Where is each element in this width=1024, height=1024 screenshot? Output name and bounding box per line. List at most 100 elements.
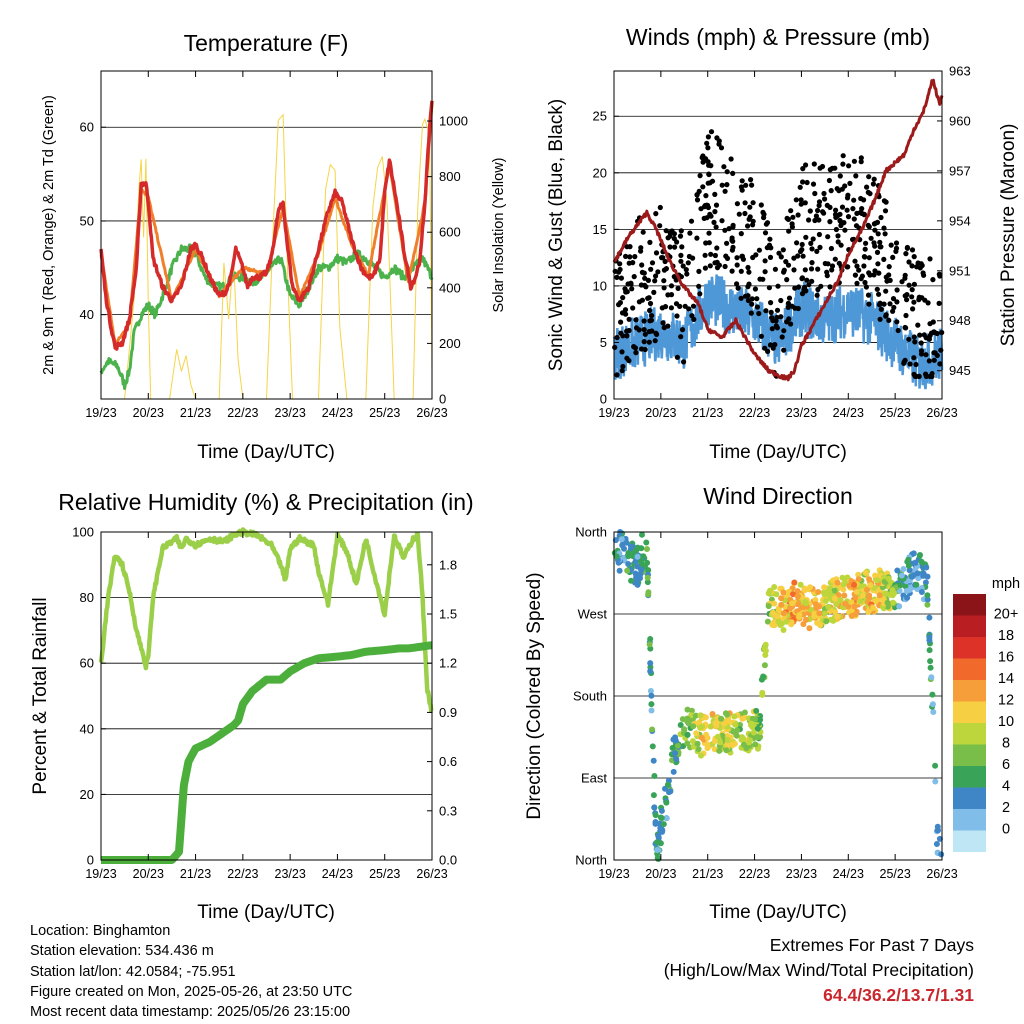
gust-point [825,261,831,267]
gust-point [743,182,749,188]
gust-point [792,285,798,291]
direction-point [613,553,620,560]
direction-point [760,673,767,680]
x-tick-label: 23/23 [786,867,817,881]
direction-point [821,584,828,591]
direction-point [765,603,772,610]
gust-point [647,300,654,307]
direction-point [644,579,651,586]
direction-point [754,725,761,732]
gust-point [784,215,790,221]
gust-point [669,228,675,234]
gust-point [686,306,692,312]
gust-point [871,176,877,182]
gust-point [887,301,893,307]
gust-point [800,179,806,185]
gust-point [754,304,761,310]
gust-point [881,225,887,231]
gust-point [770,345,776,351]
direction-point [761,662,768,669]
gust-point [626,358,632,364]
gust-point [906,259,912,265]
colorbar-label: 2 [1002,800,1010,816]
y-tick-label: 0.6 [439,754,457,769]
direction-point [812,597,819,603]
temperature-xlabel: Time (Day/UTC) [197,442,335,463]
gust-point [825,234,831,240]
gust-point [716,138,722,144]
direction-point [918,589,925,595]
direction-point [927,658,934,665]
gust-point [653,273,659,279]
gust-point [642,282,648,288]
direction-point [734,727,741,734]
gust-point [837,218,843,224]
gust-point [694,235,700,241]
gust-point [654,331,660,337]
gust-point [718,145,725,151]
x-tick-label: 23/23 [275,406,306,420]
gust-point [883,288,889,294]
direction-point [693,730,700,737]
gust-point [907,361,913,367]
direction-point [936,835,943,842]
gust-point [626,316,632,322]
pressure-ylabel: Station Pressure (Maroon) [998,124,1019,347]
gust-point [925,300,931,306]
direction-point [857,598,864,605]
gust-point [711,219,717,225]
gust-point [729,237,735,243]
gust-point [620,295,626,301]
direction-point [634,553,641,560]
gust-point [876,291,882,297]
gust-point [776,250,782,256]
gust-point [819,163,826,170]
x-tick-label: 21/23 [180,406,211,420]
gust-point [853,223,860,229]
colorbar-label: 12 [998,693,1014,709]
gust-point [780,247,786,253]
direction-point [852,594,859,601]
gust-point [742,200,748,206]
gust-point [890,308,896,314]
gust-point [675,285,681,291]
wind-direction-panel: Wind Direction 19/23 20/23 21/23 22/23 23/23… [524,483,1020,923]
gust-point [903,312,909,319]
gust-point [624,328,630,334]
direction-point [806,625,813,632]
gust-point [881,198,888,204]
direction-point [695,746,702,753]
direction-point [663,815,670,822]
gust-point [713,202,720,208]
direction-point [652,820,659,827]
x-tick-label: 20/23 [645,867,676,881]
gust-point [876,302,883,308]
gust-point [696,283,702,289]
direction-point [775,607,782,614]
temperature-panel: Temperature (F) 19/23 20/23 21/23 22/23 23/2… [41,30,507,463]
direction-point [872,572,879,579]
winds-ylabel: Sonic Wind & Gust (Blue, Black) [546,99,567,371]
gust-point [746,281,752,287]
gust-point [618,275,625,281]
gust-point [624,289,630,295]
gust-point [911,334,917,340]
direction-point [900,566,907,572]
gust-point [674,239,680,245]
gust-point [866,255,872,261]
direction-point [658,815,665,821]
gust-point [863,284,870,290]
gust-point [904,245,911,251]
gust-point [756,310,762,317]
gust-point [858,159,864,165]
x-tick-label: 25/23 [880,867,911,881]
colorbar-swatch [953,787,986,809]
gust-point [895,327,901,334]
direction-point [648,701,655,708]
gust-point [851,158,858,164]
direction-point [634,581,641,588]
gust-point [918,261,924,267]
gust-point [840,161,846,167]
gust-point [768,300,774,306]
gust-point [837,173,843,179]
